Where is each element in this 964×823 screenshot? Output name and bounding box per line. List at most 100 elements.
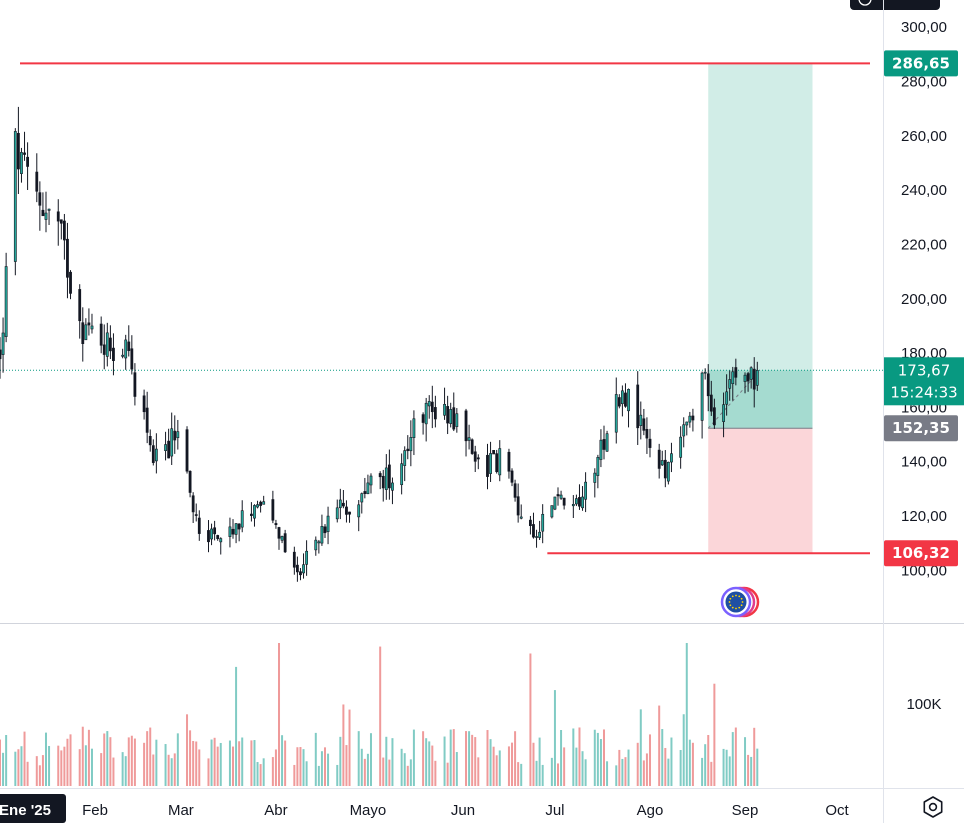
svg-text:286,65: 286,65 — [892, 54, 950, 72]
candle — [553, 496, 557, 511]
volume-bar — [63, 746, 66, 786]
candle — [256, 500, 259, 509]
candlestick-series[interactable] — [0, 106, 759, 582]
volume-bar — [317, 765, 320, 786]
price-marker: 106,32 — [884, 540, 958, 567]
candle — [532, 512, 535, 539]
position-stop-zone[interactable] — [708, 428, 813, 554]
volume-bar — [511, 742, 514, 786]
info-button[interactable] — [850, 0, 940, 10]
settings-gear-icon[interactable] — [923, 796, 943, 818]
volume-bar — [428, 741, 431, 786]
candle — [691, 408, 695, 432]
candle — [682, 417, 686, 448]
volume-bar — [688, 739, 691, 786]
volume-bar — [48, 745, 51, 786]
volume-bar — [274, 749, 277, 786]
candle — [446, 395, 450, 435]
volume-bar — [713, 683, 716, 786]
volume-bar — [23, 731, 26, 786]
candle — [510, 468, 514, 487]
horizontal-lines[interactable] — [20, 62, 870, 555]
candle — [593, 468, 597, 498]
svg-text:15:24:33: 15:24:33 — [890, 383, 957, 401]
volume-bar — [679, 750, 682, 786]
candle — [731, 366, 735, 401]
volume-bar — [5, 735, 8, 786]
volume-bar — [271, 757, 274, 786]
candle — [237, 523, 241, 542]
candle — [455, 408, 459, 433]
candle — [688, 411, 692, 428]
volume-bar — [710, 761, 713, 786]
volume-bar — [228, 740, 231, 786]
svg-text:106,32: 106,32 — [892, 544, 950, 562]
volume-bar — [284, 740, 287, 786]
candle — [348, 511, 351, 523]
candle — [154, 433, 158, 474]
volume-bar — [388, 759, 391, 786]
candle — [90, 313, 94, 334]
volume-bar — [636, 742, 639, 786]
volume-bar — [363, 758, 366, 786]
candle — [529, 515, 532, 535]
candle — [127, 325, 131, 357]
candle — [1, 317, 5, 373]
candle — [112, 333, 115, 376]
volume-bar — [667, 758, 670, 786]
candle — [614, 377, 618, 444]
candle — [341, 490, 345, 509]
volume-bar — [627, 749, 630, 786]
candle — [121, 348, 125, 359]
candle — [605, 430, 609, 452]
volume-bar — [618, 749, 621, 786]
candle — [145, 391, 149, 444]
volume-axis[interactable]: 100K — [906, 696, 941, 713]
volume-bar — [14, 751, 17, 786]
price-tick-label: 260,00 — [901, 128, 947, 145]
volume-bar — [434, 760, 437, 786]
volume-bar — [489, 739, 492, 786]
candle — [562, 497, 566, 510]
candle — [700, 371, 704, 439]
volume-pane[interactable] — [0, 643, 759, 786]
candle — [292, 546, 296, 575]
candle — [366, 474, 370, 495]
volume-bar — [348, 709, 351, 786]
volume-bar — [572, 728, 575, 786]
volume-bar — [87, 729, 90, 786]
volume-bar — [173, 753, 176, 786]
volume-bar — [685, 643, 688, 786]
time-axis[interactable]: Feb Mar Abr Mayo Jun Jul Ago Sep Oct Ene '25 — [0, 794, 850, 823]
candle — [409, 420, 413, 467]
candle — [452, 392, 456, 432]
candle — [210, 523, 213, 546]
volume-bar — [465, 731, 468, 786]
candle — [176, 419, 180, 450]
volume-bar — [704, 744, 707, 786]
price-pane[interactable] — [0, 62, 883, 582]
time-tick-label: Mar — [168, 802, 194, 819]
volume-bar — [103, 733, 106, 786]
volume-bar — [26, 761, 29, 786]
position-target-zone[interactable] — [708, 63, 813, 429]
price-tick-label: 120,00 — [901, 508, 947, 525]
candle — [433, 395, 437, 428]
volume-bar — [360, 748, 363, 786]
candle — [424, 397, 428, 442]
candle — [467, 424, 471, 450]
price-axis[interactable]: 300,00280,00260,00240,00220,00200,00180,… — [901, 19, 947, 579]
volume-bar — [379, 646, 382, 786]
volume-bar — [216, 746, 219, 786]
candle — [378, 471, 382, 490]
candle — [280, 535, 284, 544]
candle — [627, 388, 630, 428]
candle — [486, 443, 489, 490]
volume-bar — [734, 727, 737, 786]
eu-flag-icon[interactable] — [720, 586, 760, 618]
candle — [295, 556, 299, 582]
volume-bar — [621, 758, 624, 786]
volume-bar — [474, 737, 477, 786]
long-position-tool[interactable] — [707, 63, 813, 554]
